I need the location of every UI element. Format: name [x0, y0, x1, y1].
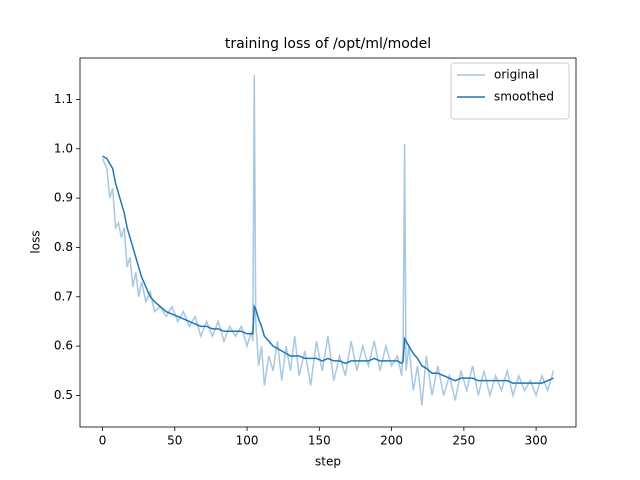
legend-label: original — [494, 68, 539, 82]
line-1 — [102, 155, 554, 384]
line-0 — [101, 74, 555, 406]
legend-box — [450, 62, 570, 120]
x-tick-label: 150 — [308, 434, 331, 448]
x-tick-label: 50 — [167, 434, 182, 448]
y-tick-label: 0.9 — [54, 191, 73, 205]
x-tick-label: 200 — [380, 434, 403, 448]
legend-label: smoothed — [494, 90, 554, 104]
y-tick-label: 0.7 — [54, 289, 73, 303]
y-tick-label: 1.1 — [54, 92, 73, 106]
x-tick-label: 100 — [236, 434, 259, 448]
x-axis-label: step — [315, 455, 341, 469]
x-tick-label: 0 — [99, 434, 107, 448]
y-axis-label: loss — [29, 230, 43, 253]
y-tick-label: 0.8 — [54, 240, 73, 254]
x-tick-label: 300 — [525, 434, 548, 448]
y-tick-label: 0.5 — [54, 388, 73, 402]
axes-frame — [79, 57, 577, 428]
y-tick-label: 0.6 — [54, 339, 73, 353]
x-tick-label: 250 — [452, 434, 475, 448]
chart-title: training loss of /opt/ml/model — [225, 36, 431, 52]
y-tick-label: 1.0 — [54, 141, 73, 155]
